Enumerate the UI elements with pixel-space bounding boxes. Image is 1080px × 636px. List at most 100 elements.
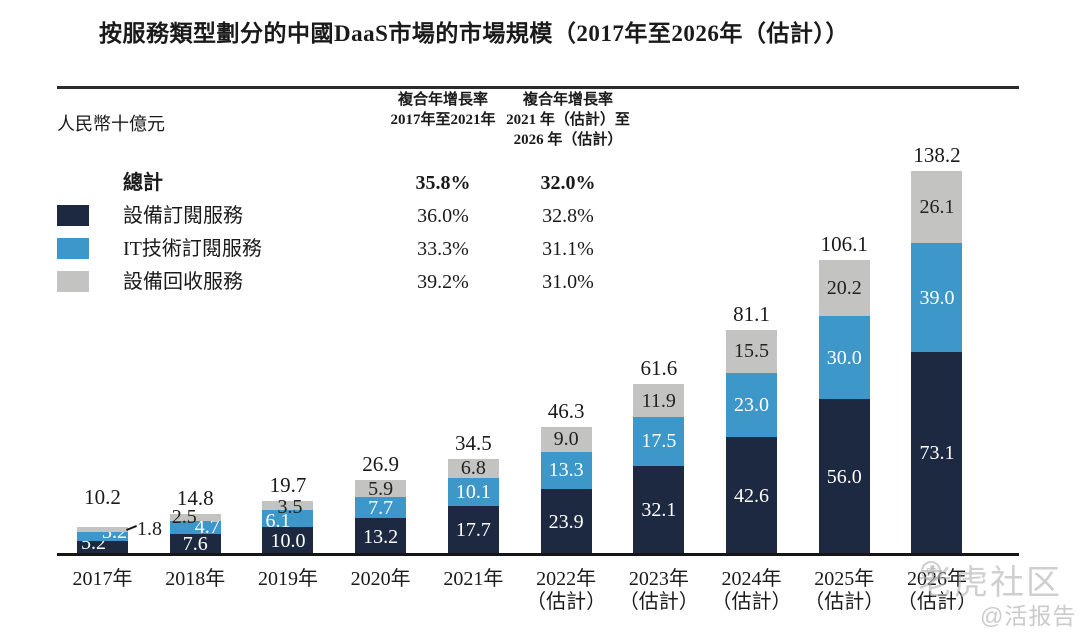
bar-segment-IT技術訂閱服務 xyxy=(77,531,128,541)
legend-label: 設備回收服務 xyxy=(123,271,243,293)
x-tick-year: 2024年 xyxy=(721,568,782,590)
x-tick-year: 2018年 xyxy=(165,568,226,590)
bar-segment-設備回收服務 xyxy=(355,480,407,497)
legend-row: IT技術訂閱服務 33.3% 31.1% xyxy=(0,236,660,264)
segment-value-label: 17.5 xyxy=(641,430,677,453)
segment-value-label: 11.9 xyxy=(641,389,676,412)
segment-value-label: 6.1 xyxy=(265,509,291,532)
legend-label: IT技術訂閱服務 xyxy=(123,238,262,260)
x-tick-year: 2021年 xyxy=(443,568,504,590)
header-divider xyxy=(57,86,1019,89)
total-value-label: 26.9 xyxy=(362,452,400,477)
cagr-value-2021-2026: 31.0% xyxy=(542,271,594,293)
total-value-label: 14.8 xyxy=(176,485,214,510)
segment-value-label: 23.0 xyxy=(734,393,770,416)
cagr-header-2021-2026: 複合年增長率 2021 年（估計）至 2026 年（估計） xyxy=(498,90,638,150)
x-axis-line xyxy=(57,553,1019,556)
cagr-value-2021-2026: 32.0% xyxy=(540,172,596,194)
legend-label: 總計 xyxy=(123,172,163,194)
segment-value-label: 42.6 xyxy=(734,484,770,507)
segment-value-label: 26.1 xyxy=(919,196,955,219)
cagr-header-line: 複合年增長率 xyxy=(522,92,613,108)
bar-segment-IT技術訂閱服務 xyxy=(726,372,778,437)
x-tick-year: 2022年 xyxy=(536,568,597,590)
bar-segment-設備回收服務 xyxy=(818,259,870,316)
bar-segment-設備訂閱服務 xyxy=(633,465,685,555)
segment-value-label: 20.2 xyxy=(826,276,862,299)
total-value-label: 61.6 xyxy=(640,356,678,381)
total-value-label: 46.3 xyxy=(547,398,585,423)
bar-segment-設備訂閱服務 xyxy=(540,488,592,555)
bar-segment-設備回收服務 xyxy=(540,426,592,452)
legend-row: 設備訂閱服務 36.0% 32.8% xyxy=(0,203,660,231)
legend-row: 設備回收服務 39.2% 31.0% xyxy=(0,269,660,297)
x-tick-year: 2019年 xyxy=(257,568,318,590)
x-tick-estimate-note: （估計） xyxy=(618,591,699,613)
x-tick-estimate-note: （估計） xyxy=(804,591,885,613)
bar-segment-設備回收服務 xyxy=(77,526,128,532)
bar-segment-設備訂閱服務 xyxy=(818,399,870,555)
x-tick-year: 2023年 xyxy=(628,568,689,590)
x-tick-estimate-note: （估計） xyxy=(711,591,792,613)
bar-segment-IT技術訂閱服務 xyxy=(633,417,685,466)
segment-value-label: 13.2 xyxy=(363,525,399,548)
segment-value-label: 1.8 xyxy=(137,518,162,541)
bar-segment-設備訂閱服務 xyxy=(447,505,499,555)
tiger-community-logo-icon: 虎 xyxy=(921,561,941,581)
legend-label: 設備訂閱服務 xyxy=(123,205,243,227)
bar-segment-設備回收服務 xyxy=(169,513,221,521)
total-value-label: 19.7 xyxy=(269,472,307,497)
cagr-header-2017-2021: 複合年增長率 2017年至2021年 xyxy=(373,90,513,130)
total-value-label: 34.5 xyxy=(455,430,492,455)
cagr-header-line: 2017年至2021年 xyxy=(390,112,496,128)
bar-segment-設備訂閱服務 xyxy=(355,518,407,555)
cagr-header-line: 複合年增長率 xyxy=(397,92,488,108)
legend-swatch xyxy=(57,238,89,259)
segment-value-label: 4.7 xyxy=(194,516,220,539)
cagr-header-line: 2026 年（估計） xyxy=(513,132,623,148)
bar-segment-設備回收服務 xyxy=(633,384,685,418)
segment-value-label: 30.0 xyxy=(826,346,862,369)
segment-value-label: 10.0 xyxy=(270,530,306,553)
chart-title: 按服務類型劃分的中國DaaS市場的市場規模（2017年至2026年（估計）） xyxy=(99,21,849,46)
x-tick-estimate-note: （估計） xyxy=(526,591,607,613)
cagr-value-2021-2026: 31.1% xyxy=(542,238,594,260)
bar-segment-IT技術訂閱服務 xyxy=(262,510,314,528)
segment-value-label: 9.0 xyxy=(553,428,579,451)
bar-segment-設備回收服務 xyxy=(262,500,314,511)
x-tick-year: 2017年 xyxy=(72,568,133,590)
bar-segment-設備訂閱服務 xyxy=(911,351,963,555)
segment-value-label: 23.9 xyxy=(548,510,584,533)
bar-segment-設備訂閱服務 xyxy=(726,436,778,555)
segment-value-label: 15.5 xyxy=(734,340,770,363)
bar-segment-IT技術訂閱服務 xyxy=(540,451,592,489)
segment-value-label: 7.7 xyxy=(368,496,394,519)
segment-value-label: 3.5 xyxy=(277,496,303,519)
bar-segment-設備訂閱服務 xyxy=(77,540,128,555)
cagr-value-2017-2021: 33.3% xyxy=(417,238,469,260)
total-value-label: 106.1 xyxy=(820,231,868,256)
bar-segment-設備回收服務 xyxy=(726,329,778,373)
cagr-value-2017-2021: 35.8% xyxy=(415,172,471,194)
x-tick-year: 2020年 xyxy=(350,568,411,590)
segment-value-label: 10.1 xyxy=(455,480,491,503)
x-tick-estimate-note: （估計） xyxy=(896,591,977,613)
segment-value-label: 7.6 xyxy=(182,533,208,556)
y-axis-unit-label: 人民幣十億元 xyxy=(57,114,165,134)
legend-row: 總計 35.8% 32.0% xyxy=(0,170,660,198)
watermark-handle: @活报告 xyxy=(980,603,1077,629)
legend-swatch xyxy=(57,271,89,292)
segment-value-label: 5.9 xyxy=(368,477,394,500)
bar-segment-IT技術訂閱服務 xyxy=(911,243,963,352)
cagr-value-2017-2021: 39.2% xyxy=(417,271,469,293)
segment-value-label: 39.0 xyxy=(919,286,955,309)
segment-value-label: 6.8 xyxy=(460,457,486,480)
segment-value-label: 2.5 xyxy=(171,506,197,529)
segment-value-label: 32.1 xyxy=(641,499,677,522)
bar-segment-IT技術訂閱服務 xyxy=(169,520,221,534)
bar-segment-設備訂閱服務 xyxy=(262,527,314,555)
segment-value-label: 3.2 xyxy=(102,521,127,544)
segment-value-label: 13.3 xyxy=(548,459,584,482)
segment-value-label: 56.0 xyxy=(826,466,862,489)
